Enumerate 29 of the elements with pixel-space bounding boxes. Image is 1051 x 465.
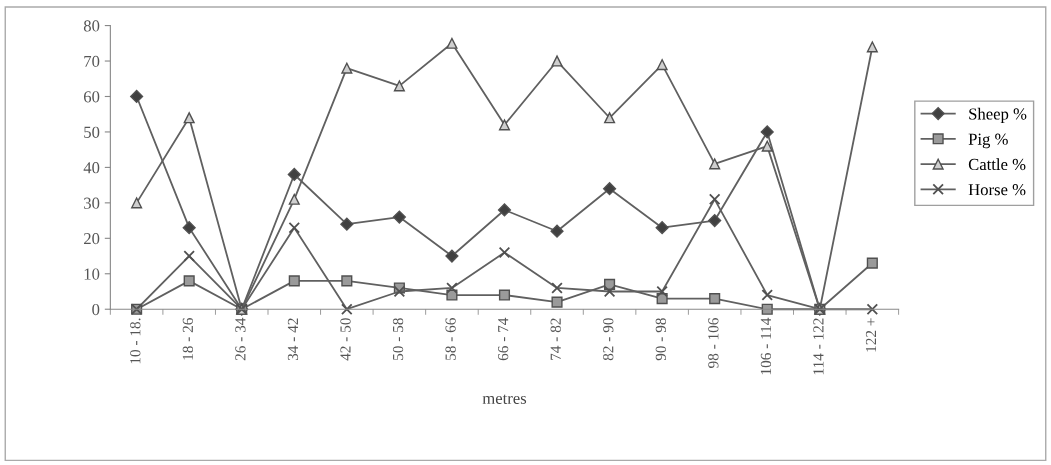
y-tick-label: 60 — [83, 91, 100, 103]
x-tick-label: 106 - 114 — [760, 317, 772, 375]
x-tick-label: 42 - 50 — [340, 318, 351, 361]
x-tick-label: 90 - 98 — [655, 318, 666, 361]
x-tick-label: 74 - 82 — [550, 318, 561, 360]
x-tick-label: 18 - 26 — [182, 318, 193, 360]
legend-label: Pig % — [968, 133, 1008, 149]
y-tick-label: 30 — [84, 197, 100, 209]
x-tick-label: 34 - 42 — [287, 318, 299, 361]
y-tick-label: 0 — [92, 303, 100, 316]
y-tick-label: 40 — [83, 162, 100, 174]
x-tick-label: 114 - 122 — [813, 318, 824, 375]
x-tick-label: 26 - 34 — [235, 317, 246, 361]
x-tick-label: 82 - 90 — [603, 318, 614, 361]
legend-label: Horse % — [968, 184, 1026, 196]
legend-label: Cattle % — [968, 158, 1026, 171]
x-axis-title: metres — [482, 394, 527, 404]
x-tick-label: 98 - 106 — [708, 318, 719, 368]
x-tick-label: 58 - 66 — [445, 318, 456, 360]
y-tick-label: 20 — [84, 233, 100, 245]
y-tick-label: 50 — [84, 126, 100, 138]
y-tick-label: 80 — [83, 20, 100, 32]
y-tick-label: 70 — [84, 55, 100, 67]
x-tick-label: 66 - 74 — [498, 317, 509, 361]
legend-label: Sheep % — [969, 107, 1027, 123]
x-tick-label: 122 + — [865, 318, 876, 352]
x-tick-label: 50 - 58 — [392, 318, 404, 360]
x-tick-label: 10 - 18. — [130, 318, 141, 364]
y-tick-label: 10 — [84, 268, 100, 280]
